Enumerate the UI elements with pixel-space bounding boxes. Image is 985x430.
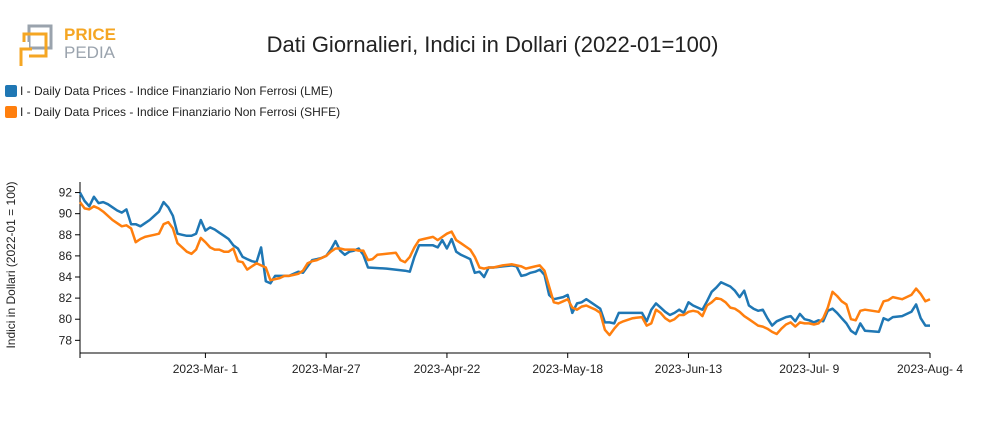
y-tick-label: 78 (59, 333, 73, 347)
x-tick-label: 2023-Mar- 1 (173, 362, 239, 376)
legend-label-lme: I - Daily Data Prices - Indice Finanziar… (20, 83, 333, 98)
legend-item-lme[interactable]: I - Daily Data Prices - Indice Finanziar… (5, 80, 340, 101)
y-tick-label: 92 (59, 186, 73, 200)
y-tick-label: 80 (59, 312, 73, 326)
logo-text-price: PRICE (64, 25, 116, 44)
y-tick-label: 86 (59, 249, 73, 263)
series-line-lme (78, 191, 930, 336)
logo-mark (19, 24, 53, 66)
legend-label-shfe: I - Daily Data Prices - Indice Finanziar… (20, 104, 341, 119)
x-tick-label: 2023-Jun-13 (655, 362, 723, 376)
y-tick-label: 82 (59, 291, 73, 305)
y-tick-label: 88 (59, 228, 73, 242)
legend-item-shfe[interactable]: I - Daily Data Prices - Indice Finanziar… (5, 101, 340, 122)
x-axis: 2023-Mar- 1 2023-Mar-27 2023-Apr-22 2023-Ma… (79, 352, 963, 376)
logo-text-pedia: PEDIA (64, 43, 116, 62)
x-tick-label: 2023-Jul- 9 (779, 362, 839, 376)
legend-swatch-lme (5, 84, 17, 97)
series-layer (78, 191, 931, 337)
legend: I - Daily Data Prices - Indice Finanziar… (5, 80, 340, 122)
pricepedia-logo: PRICE PEDIA (19, 24, 116, 66)
y-axis-label: Indici in Dollari (2022-01 = 100) (4, 181, 18, 348)
legend-swatch-shfe (5, 105, 17, 118)
chart-title: Dati Giornalieri, Indici in Dollari (202… (266, 32, 719, 57)
y-tick-label: 84 (59, 270, 73, 284)
x-tick-label: 2023-Mar-27 (292, 362, 361, 376)
y-axis: 78 80 82 84 86 88 90 92 (59, 182, 81, 353)
x-tick-label: 2023-Apr-22 (414, 362, 481, 376)
y-tick-label: 90 (59, 207, 73, 221)
series-line-shfe (78, 201, 931, 337)
x-tick-label: 2023-May-18 (532, 362, 603, 376)
x-tick-label: 2023-Aug- 4 (897, 362, 963, 376)
